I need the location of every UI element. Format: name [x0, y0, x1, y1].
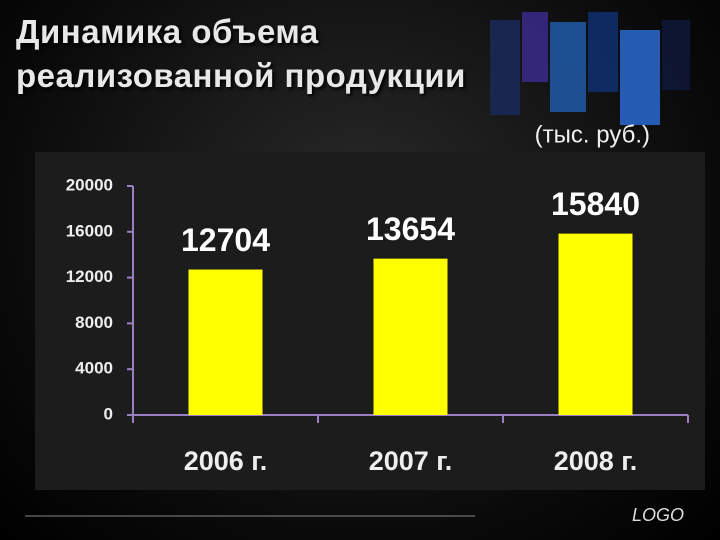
decor-block: [550, 22, 586, 112]
x-tick-label: 2006 г.: [184, 446, 268, 476]
y-tick-label: 20000: [66, 175, 113, 194]
value-label: 15840: [551, 186, 640, 222]
decor-block: [662, 20, 690, 90]
bar: [188, 269, 263, 415]
y-tick-label: 4000: [75, 359, 113, 378]
decor-block: [522, 12, 548, 82]
decor-block: [490, 20, 520, 115]
y-tick-label: 12000: [66, 267, 113, 286]
bar: [558, 233, 633, 415]
logo: LOGO: [632, 505, 684, 525]
y-tick-label: 8000: [75, 313, 113, 332]
y-tick-label: 0: [104, 404, 113, 423]
decor-block: [620, 30, 660, 125]
value-label: 12704: [181, 222, 270, 258]
decor-block: [588, 12, 618, 92]
x-tick-label: 2008 г.: [554, 446, 638, 476]
value-label: 13654: [366, 211, 455, 247]
x-tick-label: 2007 г.: [369, 446, 453, 476]
decor: [490, 12, 690, 125]
title: Динамика объема реализованной продукции: [16, 13, 466, 94]
bar: [373, 258, 448, 415]
subtitle: (тыс. руб.): [535, 121, 650, 148]
y-tick-label: 16000: [66, 221, 113, 240]
